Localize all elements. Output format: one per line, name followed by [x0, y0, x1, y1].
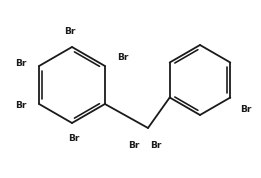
- Text: Br: Br: [68, 134, 80, 143]
- Text: Br: Br: [64, 27, 76, 36]
- Text: Br: Br: [240, 106, 252, 114]
- Text: Br: Br: [150, 141, 162, 150]
- Text: Br: Br: [15, 101, 26, 111]
- Text: Br: Br: [117, 53, 128, 62]
- Text: Br: Br: [15, 59, 26, 69]
- Text: Br: Br: [128, 141, 140, 150]
